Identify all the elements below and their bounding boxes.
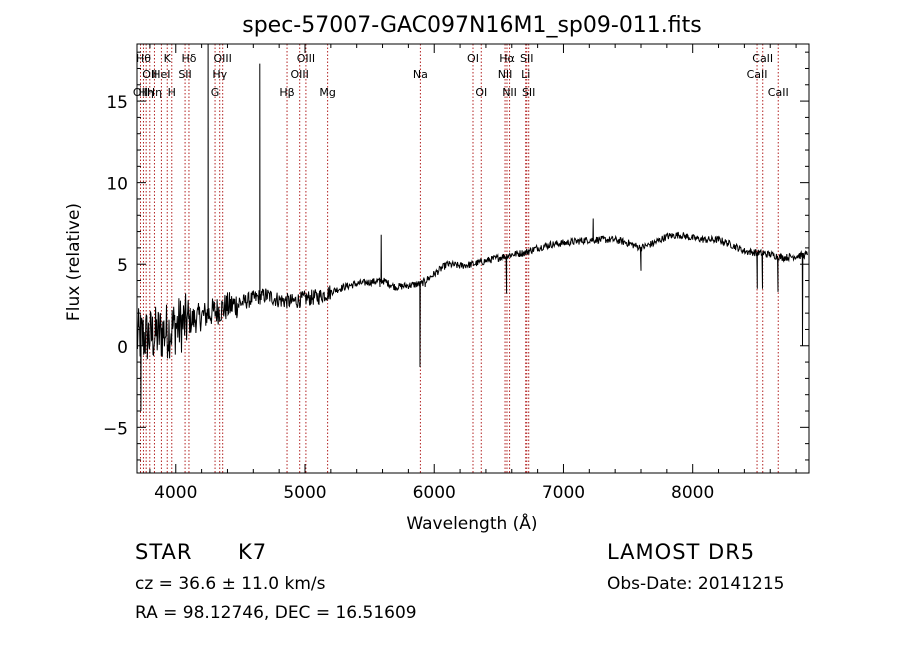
- plot-frame: [136, 43, 810, 474]
- line-marker-label: CaII: [768, 86, 789, 99]
- star-subclass: K7: [238, 540, 268, 564]
- line-marker-label: OI: [475, 86, 487, 99]
- axis-ticks: 4000 5000 6000 7000 8000 −5 0 5 10 15: [103, 44, 809, 503]
- line-marker-label: Li: [521, 68, 530, 81]
- line-markers: [139, 44, 779, 473]
- line-marker-label: OI: [467, 52, 479, 65]
- line-marker-label: Hη: [139, 86, 154, 99]
- line-marker-label: Hδ: [181, 52, 196, 65]
- line-marker-label: HeI: [152, 68, 170, 81]
- chart-title: spec-57007-GAC097N16M1_sp09-011.fits: [242, 13, 702, 38]
- x-tick-label: 7000: [542, 483, 585, 503]
- y-tick-label: 5: [117, 256, 128, 276]
- redshift-velocity: cz = 36.6 ± 11.0 km/s: [135, 574, 326, 594]
- coordinates: RA = 98.12746, DEC = 16.51609: [135, 603, 417, 623]
- x-tick-label: 4000: [154, 483, 197, 503]
- line-marker-label: CaII: [752, 52, 773, 65]
- line-marker-label: SII: [522, 86, 535, 99]
- x-axis-label: Wavelength (Å): [406, 512, 537, 534]
- line-marker-label: SII: [178, 68, 191, 81]
- line-marker-label: NII: [502, 86, 517, 99]
- line-marker-label: K: [164, 52, 172, 65]
- line-marker-label: Hβ: [279, 86, 294, 99]
- line-marker-label: Hγ: [212, 68, 227, 81]
- survey-name: LAMOST DR5: [607, 540, 756, 564]
- y-tick-label: −5: [103, 419, 128, 439]
- y-axis-label: Flux (relative): [64, 203, 84, 321]
- observation-date: Obs-Date: 20141215: [607, 574, 785, 594]
- line-marker-label: OII: [142, 68, 157, 81]
- y-tick-label: 10: [106, 175, 128, 195]
- star-class: STAR: [135, 540, 193, 564]
- x-tick-label: 8000: [671, 483, 714, 503]
- line-marker-label: SII: [520, 52, 533, 65]
- y-tick-label: 0: [117, 338, 128, 358]
- spectrum-line: [136, 43, 808, 412]
- x-tick-label: 6000: [413, 483, 456, 503]
- y-tick-label: 15: [106, 93, 128, 113]
- line-marker-label: Hθ: [136, 52, 151, 65]
- line-marker-label: H: [168, 86, 176, 99]
- line-marker-label: OIII: [213, 52, 231, 65]
- line-marker-label: OIII: [291, 68, 309, 81]
- line-marker-label: G: [211, 86, 220, 99]
- line-marker-label: Mg: [319, 86, 335, 99]
- line-marker-label: CaII: [747, 68, 768, 81]
- line-marker-label: OIII: [297, 52, 315, 65]
- x-tick-label: 5000: [283, 483, 326, 503]
- line-marker-label: Hα: [499, 52, 515, 65]
- line-marker-labels: OIIHθHηOIIHηHeIKHSIIHδGHγOIIIHβOIIIOIIIM…: [133, 52, 789, 99]
- line-marker-label: NII: [498, 68, 513, 81]
- line-marker-label: Na: [413, 68, 428, 81]
- line-marker-label: Hη: [147, 86, 162, 99]
